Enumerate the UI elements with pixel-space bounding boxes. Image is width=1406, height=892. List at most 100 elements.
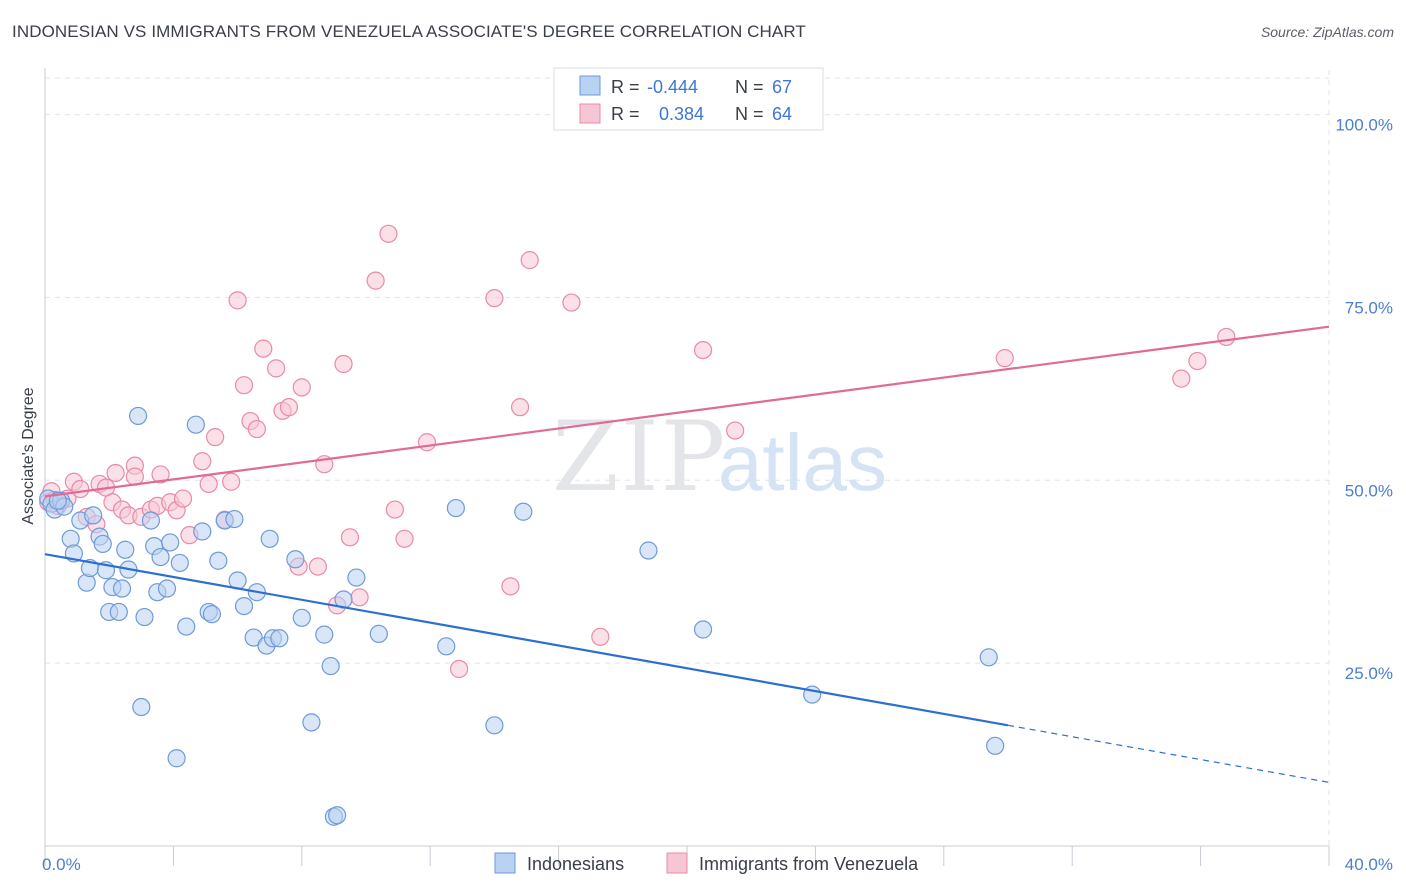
point-venezuela-32 xyxy=(254,339,273,358)
point-venezuela-63 xyxy=(125,467,144,486)
chart-title: INDONESIAN VS IMMIGRANTS FROM VENEZUELA … xyxy=(12,22,806,41)
stats-n-label-pink: N = xyxy=(735,104,764,124)
y-axis-title: Associate's Degree xyxy=(20,387,37,524)
point-venezuela-60 xyxy=(1188,351,1207,371)
point-venezuela-49 xyxy=(449,659,469,679)
point-indonesians-65 xyxy=(986,736,1005,755)
point-indonesians-61 xyxy=(639,541,658,560)
point-indonesians-18 xyxy=(116,540,135,559)
legend-label-venezuela: Immigrants from Venezuela xyxy=(699,854,919,874)
y-tick-label-1: 50.0% xyxy=(1345,481,1393,500)
point-venezuela-50 xyxy=(485,289,504,308)
stats-r-value-blue: -0.444 xyxy=(647,77,698,97)
point-indonesians-35 xyxy=(202,605,222,624)
point-indonesians-58 xyxy=(446,498,465,518)
point-indonesians-50 xyxy=(315,625,334,644)
point-venezuela-48 xyxy=(417,433,437,452)
point-indonesians-5 xyxy=(61,529,80,548)
stats-n-value-pink: 64 xyxy=(772,104,792,124)
point-indonesians-59 xyxy=(485,716,504,735)
point-venezuela-41 xyxy=(334,354,353,374)
x-tick-label-1: 40.0% xyxy=(1345,855,1393,874)
point-indonesians-27 xyxy=(157,579,177,598)
point-venezuela-18 xyxy=(151,465,170,484)
point-venezuela-24 xyxy=(199,474,218,494)
point-indonesians-49 xyxy=(302,713,321,732)
watermark: ZIP atlas xyxy=(552,401,887,513)
point-indonesians-32 xyxy=(186,415,205,434)
trend-line-venezuela xyxy=(44,325,1330,498)
point-venezuela-5 xyxy=(71,479,90,499)
point-indonesians-29 xyxy=(167,749,186,768)
point-indonesians-26 xyxy=(151,547,170,567)
point-venezuela-21 xyxy=(173,489,193,508)
point-indonesians-56 xyxy=(369,624,388,643)
axes xyxy=(44,68,1330,866)
point-indonesians-21 xyxy=(132,697,151,717)
point-indonesians-57 xyxy=(437,637,456,656)
stats-n-value-blue: 67 xyxy=(772,77,792,97)
point-indonesians-8 xyxy=(77,573,96,592)
trend-lines xyxy=(44,325,1330,783)
y-tick-label-0: 25.0% xyxy=(1345,664,1393,683)
stats-r-label-pink: R = xyxy=(611,104,640,124)
point-venezuela-11 xyxy=(106,463,125,483)
point-venezuela-42 xyxy=(340,528,360,547)
point-indonesians-12 xyxy=(93,534,112,554)
point-venezuela-54 xyxy=(562,293,581,312)
point-venezuela-47 xyxy=(395,529,414,548)
stats-swatch-blue xyxy=(579,75,601,96)
x-tick-label-0: 0.0% xyxy=(42,855,81,874)
point-venezuela-61 xyxy=(1217,327,1236,347)
point-venezuela-23 xyxy=(193,452,212,471)
series-indonesians xyxy=(39,406,1005,826)
point-indonesians-33 xyxy=(193,522,212,541)
point-venezuela-27 xyxy=(222,472,241,491)
point-venezuela-46 xyxy=(385,500,404,519)
point-venezuela-37 xyxy=(292,378,311,397)
point-venezuela-44 xyxy=(366,271,385,290)
point-indonesians-10 xyxy=(84,506,103,525)
point-indonesians-23 xyxy=(141,511,161,530)
point-indonesians-55 xyxy=(347,568,366,587)
source-credit: Source: ZipAtlas.com xyxy=(1260,24,1394,40)
point-indonesians-60 xyxy=(514,502,533,521)
point-venezuela-57 xyxy=(726,421,745,440)
point-venezuela-28 xyxy=(228,291,247,310)
legend-label-indonesians: Indonesians xyxy=(527,854,624,874)
point-indonesians-38 xyxy=(225,509,244,529)
point-indonesians-51 xyxy=(321,656,340,676)
point-indonesians-16 xyxy=(109,602,128,622)
point-indonesians-36 xyxy=(209,551,228,570)
legend-swatch-venezuela xyxy=(666,852,688,874)
point-venezuela-31 xyxy=(247,419,266,439)
point-indonesians-31 xyxy=(177,617,196,636)
stats-legend: R = -0.444 N = 67 R = 0.384 N = 64 xyxy=(553,67,824,131)
point-indonesians-66 xyxy=(48,491,67,510)
trend-line-indonesians xyxy=(44,553,1009,727)
point-venezuela-43 xyxy=(350,588,369,607)
tick-labels: 25.0% 50.0% 75.0% 100.0% 0.0% 40.0% xyxy=(42,116,1393,874)
point-venezuela-59 xyxy=(1172,369,1191,388)
point-indonesians-20 xyxy=(128,406,148,426)
point-indonesians-40 xyxy=(234,596,254,616)
point-indonesians-45 xyxy=(260,529,279,548)
point-venezuela-51 xyxy=(501,577,520,596)
watermark-atlas: atlas xyxy=(718,418,887,507)
point-venezuela-52 xyxy=(510,398,530,417)
point-indonesians-30 xyxy=(170,553,189,573)
point-indonesians-22 xyxy=(135,607,154,627)
point-venezuela-35 xyxy=(279,398,299,417)
stats-r-value-pink: 0.384 xyxy=(659,104,704,124)
stats-n-label-blue: N = xyxy=(735,77,764,97)
legend-swatch-indonesians xyxy=(494,852,516,874)
point-indonesians-17 xyxy=(112,579,132,598)
point-indonesians-53 xyxy=(328,806,347,825)
point-indonesians-28 xyxy=(161,533,180,552)
point-venezuela-38 xyxy=(308,557,327,576)
point-venezuela-25 xyxy=(206,428,225,447)
watermark-zip: ZIP xyxy=(552,401,727,513)
point-venezuela-56 xyxy=(693,340,713,360)
point-venezuela-29 xyxy=(234,376,254,395)
